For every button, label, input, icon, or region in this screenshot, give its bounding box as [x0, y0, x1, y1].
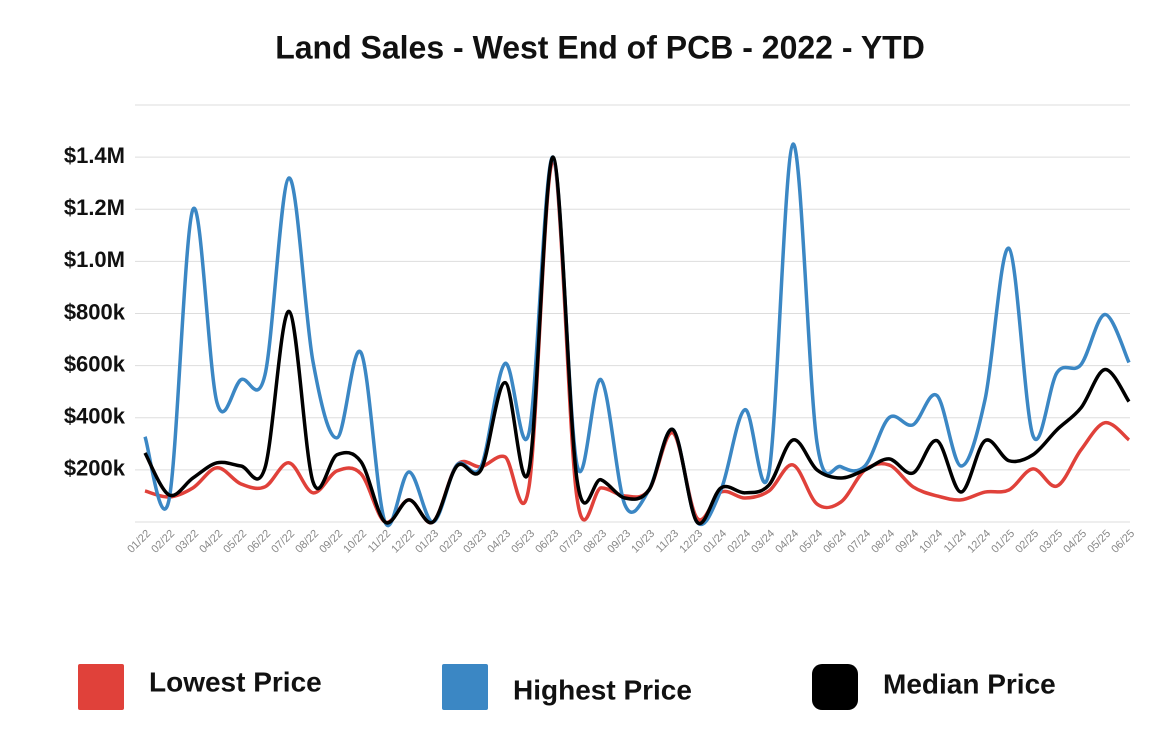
x-tick-label: 05/25	[1085, 528, 1113, 556]
x-tick-label: 04/23	[485, 528, 513, 556]
x-tick-label: 08/22	[293, 528, 321, 556]
x-tick-label: 09/23	[605, 528, 633, 556]
x-tick-label: 09/22	[317, 528, 345, 556]
x-tick-label: 04/22	[197, 528, 225, 556]
y-tick-label: $1.4M	[64, 143, 125, 168]
y-tick-label: $1.2M	[64, 195, 125, 220]
x-tick-label: 03/22	[173, 528, 201, 556]
x-tick-label: 10/22	[341, 528, 369, 556]
x-tick-label: 11/24	[942, 528, 969, 555]
y-tick-label: $800k	[64, 299, 126, 324]
x-tick-label: 08/23	[581, 528, 609, 556]
x-tick-label: 02/25	[1013, 528, 1041, 556]
y-tick-label: $200k	[64, 456, 126, 481]
y-tick-label: $1.0M	[64, 247, 125, 272]
x-tick-label: 10/24	[917, 528, 945, 556]
x-tick-label: 06/25	[1109, 528, 1137, 556]
x-tick-label: 01/23	[413, 528, 441, 556]
x-tick-label: 12/23	[677, 528, 705, 556]
x-tick-label: 07/22	[269, 528, 297, 556]
x-tick-label: 02/22	[149, 528, 177, 556]
x-tick-label: 03/24	[749, 528, 777, 556]
x-tick-label: 05/23	[509, 528, 537, 556]
x-tick-label: 08/24	[869, 528, 897, 556]
series-line	[144, 159, 1131, 525]
legend-label: Median Price	[883, 668, 1056, 699]
x-tick-label: 01/25	[989, 528, 1017, 556]
x-tick-label: 07/23	[557, 528, 585, 556]
x-tick-label: 11/23	[654, 528, 681, 555]
x-tick-label: 06/24	[821, 528, 849, 556]
x-tick-label: 01/22	[125, 528, 153, 556]
x-tick-label: 05/24	[797, 528, 825, 556]
x-tick-label: 02/23	[437, 528, 465, 556]
y-tick-label: $600k	[64, 351, 126, 376]
x-tick-label: 04/24	[773, 528, 801, 556]
x-tick-label: 07/24	[845, 528, 873, 556]
chart-title: Land Sales - West End of PCB - 2022 - YT…	[275, 29, 925, 65]
legend-label: Highest Price	[513, 674, 692, 705]
x-tick-label: 03/23	[461, 528, 489, 556]
x-tick-label: 11/22	[366, 528, 393, 555]
series-line	[143, 155, 1131, 526]
x-tick-label: 04/25	[1061, 528, 1089, 556]
legend-swatch	[78, 664, 124, 710]
x-tick-label: 10/23	[629, 528, 657, 556]
x-tick-label: 01/24	[701, 528, 729, 556]
x-tick-label: 12/22	[389, 528, 417, 556]
x-tick-label: 06/22	[245, 528, 273, 556]
legend-swatch	[812, 664, 858, 710]
x-tick-label: 09/24	[893, 528, 921, 556]
y-tick-label: $400k	[64, 404, 126, 429]
x-tick-label: 12/24	[965, 528, 993, 556]
x-tick-label: 06/23	[533, 528, 561, 556]
series-line	[143, 142, 1131, 528]
x-tick-label: 02/24	[725, 528, 753, 556]
legend-label: Lowest Price	[149, 666, 322, 697]
legend-swatch	[442, 664, 488, 710]
x-tick-label: 03/25	[1037, 528, 1065, 556]
x-tick-label: 05/22	[221, 528, 249, 556]
